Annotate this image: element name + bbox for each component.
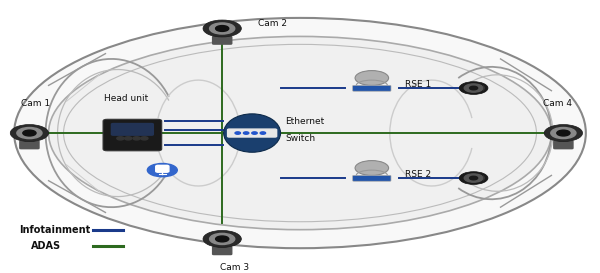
Circle shape — [544, 124, 583, 141]
FancyBboxPatch shape — [353, 85, 391, 91]
Circle shape — [125, 137, 132, 140]
Circle shape — [470, 176, 478, 180]
Text: Cam 1: Cam 1 — [21, 99, 50, 108]
Text: Ethernet: Ethernet — [285, 117, 324, 126]
Circle shape — [209, 233, 235, 245]
Circle shape — [557, 130, 570, 136]
Circle shape — [355, 71, 389, 85]
Circle shape — [148, 164, 177, 177]
FancyBboxPatch shape — [156, 165, 169, 172]
Circle shape — [23, 130, 36, 136]
Circle shape — [235, 132, 241, 134]
Circle shape — [133, 137, 140, 140]
Circle shape — [244, 132, 249, 134]
FancyBboxPatch shape — [227, 129, 277, 137]
FancyBboxPatch shape — [212, 36, 232, 44]
Circle shape — [215, 26, 229, 31]
Circle shape — [10, 124, 49, 141]
Circle shape — [209, 23, 235, 34]
Text: Cam 2: Cam 2 — [258, 19, 287, 28]
FancyBboxPatch shape — [112, 123, 154, 135]
Text: Head unit: Head unit — [104, 94, 149, 103]
Circle shape — [260, 132, 266, 134]
Circle shape — [252, 132, 257, 134]
FancyBboxPatch shape — [353, 176, 391, 181]
Text: ADAS: ADAS — [31, 241, 61, 251]
Circle shape — [355, 161, 389, 176]
Ellipse shape — [14, 18, 586, 248]
Circle shape — [459, 172, 488, 184]
Ellipse shape — [49, 36, 551, 230]
Circle shape — [17, 127, 42, 139]
Circle shape — [203, 230, 241, 247]
Text: RSE 1: RSE 1 — [405, 79, 431, 88]
Text: Infotainment: Infotainment — [19, 225, 90, 235]
Text: Cam 4: Cam 4 — [543, 99, 572, 108]
Text: Cam 3: Cam 3 — [220, 263, 249, 272]
Circle shape — [470, 86, 478, 90]
Circle shape — [215, 236, 229, 242]
Text: RSE 2: RSE 2 — [405, 170, 431, 179]
FancyBboxPatch shape — [103, 119, 162, 151]
Circle shape — [459, 82, 488, 94]
Circle shape — [464, 174, 483, 182]
FancyBboxPatch shape — [554, 141, 573, 149]
Circle shape — [203, 20, 241, 37]
Circle shape — [141, 137, 148, 140]
Circle shape — [464, 84, 483, 92]
Ellipse shape — [224, 114, 281, 152]
Circle shape — [117, 137, 124, 140]
FancyBboxPatch shape — [20, 141, 39, 149]
Text: Switch: Switch — [285, 134, 315, 143]
Circle shape — [551, 127, 576, 139]
FancyBboxPatch shape — [212, 247, 232, 254]
